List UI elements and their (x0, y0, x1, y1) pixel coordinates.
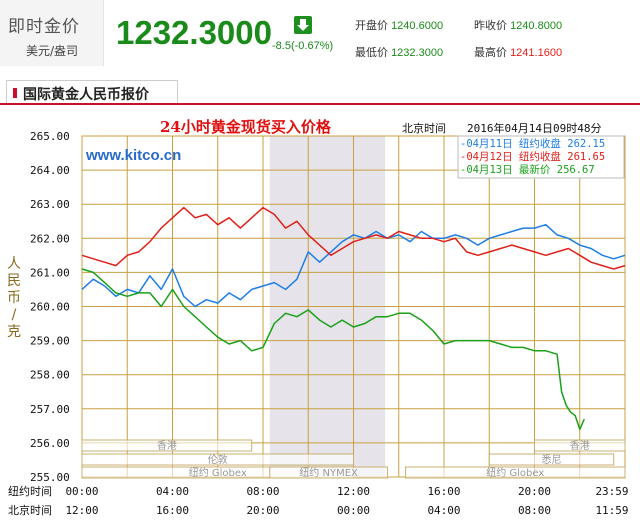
x-tick-ny: 00:00 (65, 485, 98, 498)
y-axis-label-char: 人 (7, 256, 21, 272)
y-tick-label: 257.00 (30, 403, 70, 416)
x-tick-bj: 00:00 (337, 504, 370, 517)
legend-box (457, 135, 625, 179)
x-tick-bj: 11:59 (595, 504, 628, 517)
x-tick-ny: 04:00 (156, 485, 189, 498)
section-marker (13, 88, 17, 98)
quote-name-box: 即时金价 美元/盎司 (0, 0, 104, 66)
high-price: 最高价 1241.1600 (474, 44, 562, 60)
series-line-2 (81, 206, 626, 270)
y-tick-label: 260.00 (30, 301, 70, 314)
session-bar (488, 453, 615, 466)
quote-price: 1232.3000 (116, 14, 272, 51)
open-label: 开盘价 (355, 20, 388, 32)
prev-close: 昨收价 1240.8000 (474, 17, 562, 33)
x-tick-ny: 20:00 (518, 485, 551, 498)
x-tick-bj: 08:00 (518, 504, 551, 517)
quote-name: 即时金价 (8, 17, 80, 37)
session-label: 纽约 Globex (189, 466, 247, 479)
y-axis-label-char: 克 (7, 324, 21, 340)
section-divider (0, 103, 640, 105)
watermark: www.kitco.cn (85, 147, 181, 164)
x-tick-ny: 08:00 (246, 485, 279, 498)
section-tab[interactable]: 国际黄金人民币报价 (6, 80, 178, 104)
series-line-3 (81, 268, 585, 431)
y-tick-label: 262.00 (30, 232, 70, 245)
open-price: 开盘价 1240.6000 (355, 17, 443, 33)
x-tick-bj: 12:00 (65, 504, 98, 517)
x-tick-bj: 16:00 (156, 504, 189, 517)
x-tick-ny: 16:00 (427, 485, 460, 498)
series-line-1 (81, 223, 626, 308)
section-title: 国际黄金人民币报价 (23, 87, 149, 103)
session-label: 悉尼 (541, 454, 561, 466)
prev-label: 昨收价 (474, 20, 507, 32)
session-label: 纽约 NYMEX (299, 466, 358, 479)
legend-entry: -04月12日 纽约收盘 261.65 (460, 150, 605, 163)
x-tick-ny: 12:00 (337, 485, 370, 498)
session-bar (269, 466, 388, 479)
y-axis-label-char: 币 (7, 290, 21, 306)
low-label: 最低价 (355, 47, 388, 59)
open-value: 1240.6000 (391, 20, 444, 32)
session-bar (81, 453, 354, 466)
prev-value: 1240.8000 (510, 20, 563, 32)
x-tick-ny: 23:59 (595, 485, 628, 498)
low-price: 最低价 1232.3000 (355, 44, 443, 60)
session-bar (534, 439, 626, 452)
quote-bar: 即时金价 美元/盎司 1232.3000 -8.5(-0.67%) 开盘价 12… (0, 0, 640, 68)
timezone-label: 北京时间 (402, 121, 446, 135)
quote-change: -8.5(-0.67%) (272, 40, 334, 52)
arrow-down-icon (294, 16, 312, 34)
y-tick-label: 256.00 (30, 437, 70, 450)
quote-unit: 美元/盎司 (26, 44, 79, 58)
chart-title: 24小时黄金现货买入价格 (160, 118, 332, 136)
high-label: 最高价 (474, 47, 507, 59)
high-value: 1241.1600 (510, 47, 563, 59)
session-label: 伦敦 (208, 453, 228, 466)
y-tick-label: 263.00 (30, 198, 70, 211)
row-label-bj: 北京时间 (8, 503, 52, 517)
y-tick-label: 261.00 (30, 266, 70, 279)
y-tick-label: 264.00 (30, 164, 70, 177)
low-value: 1232.3000 (391, 47, 444, 59)
row-label-ny: 纽约时间 (8, 484, 52, 498)
y-tick-label: 265.00 (30, 130, 70, 143)
y-tick-label: 255.00 (30, 471, 70, 484)
x-tick-bj: 04:00 (427, 504, 460, 517)
legend-entry: -04月13日 最新价 256.67 (460, 163, 595, 176)
session-label: 香港 (157, 440, 177, 452)
session-bar (405, 466, 626, 479)
x-tick-bj: 20:00 (246, 504, 279, 517)
session-label: 纽约 Globex (486, 466, 544, 479)
session-label: 香港 (570, 440, 590, 452)
y-tick-label: 258.00 (30, 369, 70, 382)
session-bar (81, 439, 253, 452)
y-axis-label-char: 民 (7, 273, 21, 289)
y-tick-label: 259.00 (30, 335, 70, 348)
y-axis-label-char: / (12, 307, 17, 323)
legend-entry: -04月11日 纽约收盘 262.15 (460, 137, 605, 150)
chart-timestamp: 2016年04月14日09时48分 (467, 121, 601, 135)
